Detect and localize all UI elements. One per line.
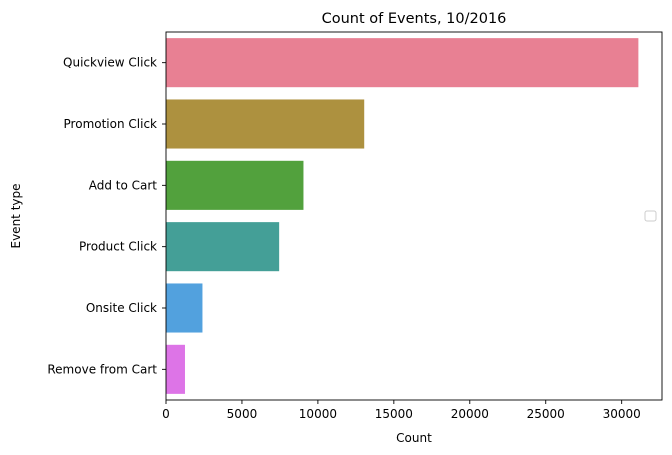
legend-box	[644, 210, 657, 222]
x-tick-label: 10000	[299, 407, 337, 421]
y-tick-label: Product Click	[79, 240, 157, 254]
x-axis-label: Count	[396, 431, 432, 445]
x-tick-label: 25000	[527, 407, 565, 421]
bar-product-click	[166, 222, 280, 272]
y-tick-label: Promotion Click	[64, 117, 158, 131]
x-tick-label: 0	[162, 407, 170, 421]
bar-onsite-click	[166, 283, 203, 333]
bar-remove-from-cart	[166, 344, 185, 394]
y-tick-label: Add to Cart	[89, 178, 158, 192]
y-tick-label: Quickview Click	[63, 56, 157, 70]
plot-frame	[165, 31, 663, 401]
x-tick-label: 5000	[227, 407, 258, 421]
x-tick-label: 15000	[375, 407, 413, 421]
bar-quickview-click	[166, 38, 639, 88]
y-axis-ticks: Quickview Click Promotion Click Add to Car…	[47, 56, 166, 376]
x-tick-label: 20000	[451, 407, 489, 421]
bar-series	[166, 38, 639, 394]
y-tick-label: Onsite Click	[86, 301, 157, 315]
y-axis-label: Event type	[9, 184, 23, 249]
x-axis-ticks: 0 5000 10000 15000 20000 25000 30000	[162, 400, 641, 421]
chart-title: Count of Events, 10/2016	[322, 11, 507, 27]
y-tick-label: Remove from Cart	[47, 362, 157, 376]
x-tick-label: 30000	[603, 407, 641, 421]
bar-add-to-cart	[166, 160, 304, 210]
bar-promotion-click	[166, 99, 365, 149]
